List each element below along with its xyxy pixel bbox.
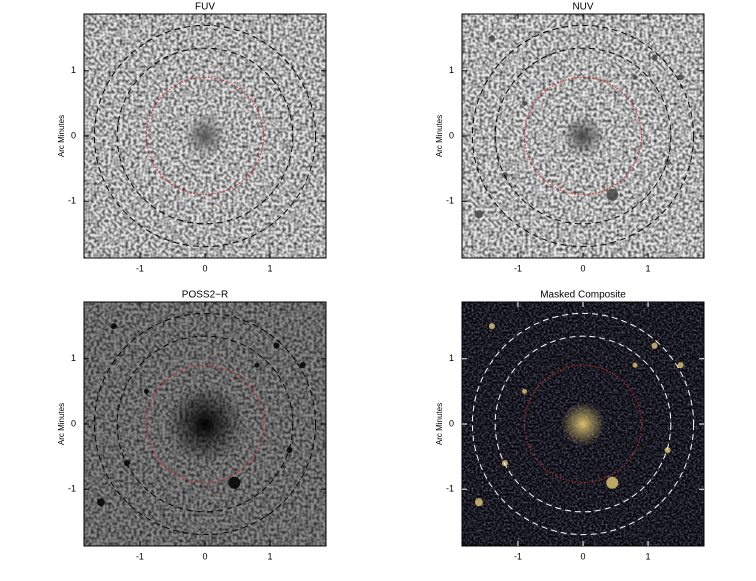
x-tick-label: 1 — [646, 551, 651, 561]
y-tick-label: 0 — [71, 130, 76, 140]
y-tick-label: -1 — [446, 196, 454, 206]
y-tick-label: 1 — [71, 353, 76, 363]
x-tick-label: 0 — [202, 551, 207, 561]
star — [474, 498, 483, 507]
y-tick-label: 0 — [449, 418, 454, 428]
galaxy — [165, 384, 245, 464]
galaxy — [561, 114, 605, 158]
aperture — [471, 24, 695, 248]
aperture — [116, 47, 294, 225]
star — [606, 188, 619, 201]
star — [651, 54, 658, 61]
star — [521, 388, 527, 394]
y-tick-label: 0 — [449, 130, 454, 140]
x-tick-label: 1 — [646, 263, 651, 273]
panel-title: FUV — [195, 2, 215, 13]
star — [677, 362, 684, 369]
aperture — [471, 312, 695, 536]
y-tick-label: 1 — [71, 65, 76, 75]
x-tick-label: -1 — [514, 551, 522, 561]
panel-title: Masked Composite — [540, 290, 626, 301]
star — [664, 447, 671, 454]
star — [273, 342, 280, 349]
y-tick-label: 1 — [449, 65, 454, 75]
aperture — [494, 47, 672, 225]
y-tick-label: -1 — [68, 484, 76, 494]
star — [110, 323, 117, 330]
x-tick-label: 0 — [580, 263, 585, 273]
y-axis-label: Arc Minutes — [57, 115, 66, 157]
panel: -1 0 1 -1 0 1 POSS2−R Arc Minutes — [57, 290, 327, 561]
galaxy — [561, 402, 605, 446]
star — [664, 159, 671, 166]
star — [474, 210, 483, 219]
star — [96, 498, 105, 507]
y-tick-label: 1 — [449, 353, 454, 363]
y-tick-label: -1 — [446, 484, 454, 494]
star — [299, 362, 306, 369]
panel: -1 0 1 -1 0 1 FUV Arc Minutes — [57, 2, 327, 273]
x-tick-label: 1 — [268, 263, 273, 273]
image — [84, 14, 326, 258]
aperture — [523, 364, 643, 484]
x-tick-label: 0 — [580, 551, 585, 561]
y-axis-label: Arc Minutes — [435, 115, 444, 157]
y-axis-label: Arc Minutes — [57, 403, 66, 445]
star — [521, 100, 527, 106]
image — [462, 302, 704, 546]
x-tick-label: -1 — [136, 263, 144, 273]
y-tick-label: -1 — [68, 196, 76, 206]
y-axis-label: Arc Minutes — [435, 403, 444, 445]
panel: -1 0 1 -1 0 1 NUV Arc Minutes — [435, 2, 705, 273]
star — [228, 476, 241, 489]
x-tick-label: 0 — [202, 263, 207, 273]
star — [254, 362, 260, 368]
panel-title: POSS2−R — [182, 290, 228, 301]
aperture — [145, 76, 265, 196]
panel-title: NUV — [572, 2, 593, 13]
y-tick-label: 0 — [71, 418, 76, 428]
galaxy — [183, 114, 227, 158]
image — [462, 14, 704, 258]
panel: -1 0 1 -1 0 1 Masked Composite Arc Minutes — [435, 290, 705, 561]
star — [143, 388, 149, 394]
star — [606, 476, 619, 489]
x-tick-label: 1 — [268, 551, 273, 561]
aperture — [116, 335, 294, 513]
aperture — [523, 76, 643, 196]
star — [286, 447, 293, 454]
star — [488, 323, 495, 330]
star — [651, 342, 658, 349]
aperture — [145, 364, 265, 484]
image — [84, 302, 326, 546]
aperture — [93, 312, 317, 536]
aperture — [494, 335, 672, 513]
x-tick-label: -1 — [136, 551, 144, 561]
x-tick-label: -1 — [514, 263, 522, 273]
star — [677, 74, 684, 81]
aperture — [93, 24, 317, 248]
star — [488, 35, 495, 42]
star — [632, 74, 638, 80]
star — [632, 362, 638, 368]
